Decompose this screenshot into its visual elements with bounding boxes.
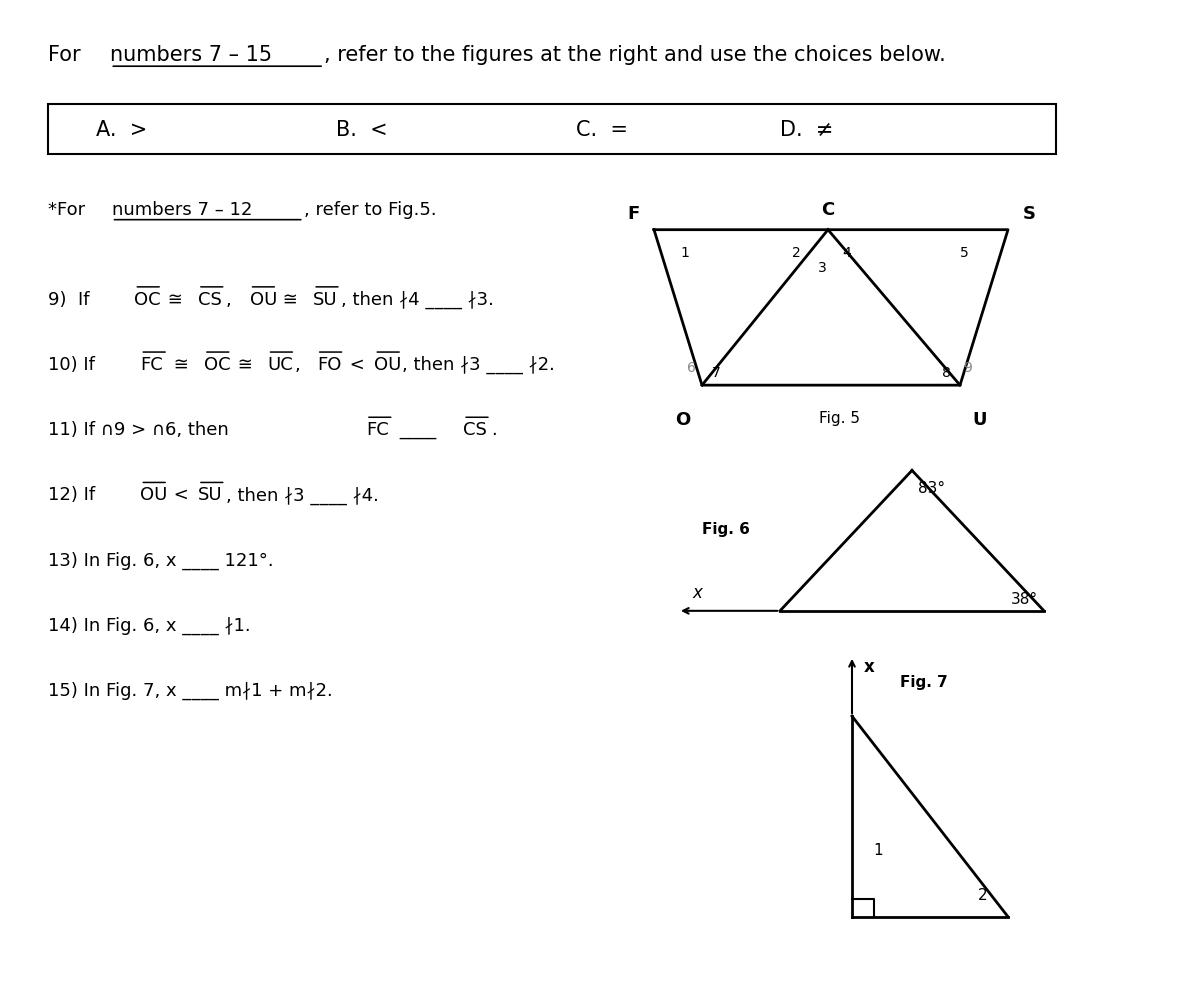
- Text: 3: 3: [818, 261, 827, 275]
- Text: ≅: ≅: [232, 356, 258, 374]
- Text: SU: SU: [198, 486, 223, 504]
- Text: 2: 2: [978, 887, 988, 902]
- Text: OU: OU: [374, 356, 402, 374]
- Text: 14) In Fig. 6, x ____ ∤1.: 14) In Fig. 6, x ____ ∤1.: [48, 616, 251, 634]
- Text: numbers 7 – 12: numbers 7 – 12: [112, 200, 252, 218]
- Text: 7: 7: [712, 366, 720, 380]
- Text: .: .: [491, 421, 497, 439]
- Text: A.  >: A. >: [96, 120, 148, 140]
- Text: 10) If: 10) If: [48, 356, 101, 374]
- Text: , refer to the figures at the right and use the choices below.: , refer to the figures at the right and …: [324, 45, 946, 65]
- Text: CS: CS: [198, 291, 222, 309]
- Text: Fig. 6: Fig. 6: [702, 521, 750, 536]
- Text: 1: 1: [874, 842, 883, 857]
- Text: 2: 2: [792, 245, 800, 260]
- Text: 6: 6: [688, 361, 696, 375]
- Text: 9)  If: 9) If: [48, 291, 95, 309]
- Text: , then ∤3 ____ ∤2.: , then ∤3 ____ ∤2.: [402, 356, 554, 374]
- Text: 8: 8: [942, 366, 950, 380]
- Text: 9: 9: [964, 361, 972, 375]
- Text: D.  ≠: D. ≠: [780, 120, 833, 140]
- Text: Fig. 7: Fig. 7: [900, 674, 948, 688]
- Text: 83°: 83°: [918, 481, 946, 496]
- Text: For: For: [48, 45, 88, 65]
- Text: B.  <: B. <: [336, 120, 388, 140]
- Text: *For: *For: [48, 200, 91, 218]
- Text: 5: 5: [960, 245, 968, 260]
- Text: ≅: ≅: [168, 356, 194, 374]
- Text: <: <: [344, 356, 371, 374]
- Text: CS: CS: [463, 421, 487, 439]
- Text: F: F: [628, 204, 640, 222]
- Text: C: C: [821, 200, 835, 218]
- Text: FO: FO: [317, 356, 341, 374]
- Text: ,: ,: [226, 291, 238, 309]
- Text: UC: UC: [268, 356, 293, 374]
- Text: S: S: [1022, 204, 1036, 222]
- Text: 13) In Fig. 6, x ____ 121°.: 13) In Fig. 6, x ____ 121°.: [48, 551, 274, 569]
- Text: numbers 7 – 15: numbers 7 – 15: [110, 45, 272, 65]
- Text: C.  =: C. =: [576, 120, 628, 140]
- Text: Fig. 5: Fig. 5: [818, 411, 860, 426]
- Text: 38°: 38°: [1010, 591, 1038, 606]
- Text: SU: SU: [313, 291, 338, 309]
- Text: , then ∤3 ____ ∤4.: , then ∤3 ____ ∤4.: [226, 486, 378, 504]
- Text: x: x: [692, 583, 702, 601]
- Text: OU: OU: [140, 486, 168, 504]
- Text: 15) In Fig. 7, x ____ m∤1 + m∤2.: 15) In Fig. 7, x ____ m∤1 + m∤2.: [48, 681, 332, 699]
- Text: ≅: ≅: [162, 291, 188, 309]
- Text: , then ∤4 ____ ∤3.: , then ∤4 ____ ∤3.: [341, 291, 493, 309]
- Text: U: U: [972, 411, 986, 429]
- Text: x: x: [864, 657, 875, 675]
- Text: FC: FC: [140, 356, 163, 374]
- Text: ____: ____: [394, 421, 442, 439]
- Text: ≅: ≅: [277, 291, 304, 309]
- Text: 1: 1: [680, 245, 689, 260]
- Text: OU: OU: [250, 291, 277, 309]
- Text: O: O: [674, 411, 690, 429]
- Text: 4: 4: [842, 245, 851, 260]
- Text: FC: FC: [366, 421, 389, 439]
- Text: <: <: [168, 486, 194, 504]
- Bar: [48, 105, 1056, 155]
- Text: 11) If ∩9 > ∩6, then: 11) If ∩9 > ∩6, then: [48, 421, 234, 439]
- Text: 12) If: 12) If: [48, 486, 101, 504]
- Text: OC: OC: [134, 291, 161, 309]
- Text: , refer to Fig.5.: , refer to Fig.5.: [304, 200, 437, 218]
- Text: ,: ,: [295, 356, 307, 374]
- Text: OC: OC: [204, 356, 230, 374]
